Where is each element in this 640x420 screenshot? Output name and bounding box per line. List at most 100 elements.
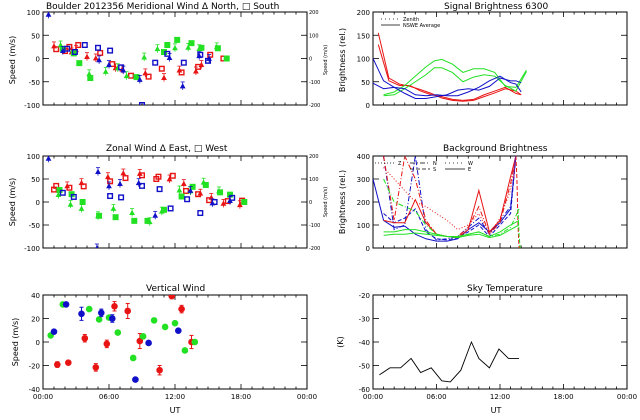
green-square-point — [164, 42, 171, 49]
green-point — [181, 347, 189, 354]
blue-square-point — [184, 196, 191, 203]
blue-square-point — [138, 101, 145, 105]
legend-label: W — [468, 161, 473, 167]
red-square-point — [155, 173, 162, 180]
green-square-point — [70, 50, 77, 57]
vertical-ytick-label: 0 — [36, 339, 40, 347]
red-2-line — [377, 44, 522, 101]
background-frame — [372, 155, 628, 249]
sky-ytick-label: -30 — [359, 316, 370, 324]
blue-square-point — [211, 198, 218, 205]
signal-ytick-label: 100 — [357, 56, 370, 64]
legend-label: Z — [398, 161, 402, 167]
red-square-point — [97, 49, 104, 56]
blue-square-point — [156, 186, 163, 193]
blue-square-point — [94, 44, 101, 51]
background-ytick-label: 300 — [357, 176, 370, 184]
red-square-point — [107, 178, 114, 185]
signal-plot-area — [373, 32, 527, 102]
meridional-plot-area — [45, 12, 230, 105]
zonal-ytick-label: 50 — [31, 176, 40, 184]
blue-point — [78, 310, 85, 318]
meridional-ytick-label: 100 — [27, 9, 40, 17]
green-W-line — [383, 178, 520, 238]
meridional-ytick-right-label: -100 — [309, 80, 320, 86]
red-square-point — [75, 42, 82, 49]
sky-xtick-label: 18:00 — [553, 393, 573, 401]
meridional-ylabel-right: Speed (m/s) — [323, 45, 329, 75]
blue-N-line — [383, 156, 517, 241]
blue-square-point — [107, 193, 114, 200]
vertical-plot-area — [47, 295, 199, 383]
sky-plot-area — [379, 340, 520, 383]
blue-square-point — [71, 48, 78, 55]
green-square-point — [214, 45, 221, 52]
zonal-ytick-label: 0 — [36, 199, 40, 207]
legend-label: Zenith — [403, 17, 419, 23]
red-S-line — [515, 156, 520, 248]
blue-square-point — [118, 194, 125, 201]
green-point — [171, 319, 179, 327]
red-point — [178, 305, 185, 313]
green-square-point — [241, 198, 248, 205]
zonal-panel: 100 200 50 100 0 0 -50 -100 -100 -200 — [24, 153, 320, 253]
red-square-point — [53, 182, 60, 189]
sky-xlabel: UT — [491, 406, 502, 415]
signal-ytick-label: 50 — [361, 79, 370, 87]
signal-ylabel: Brightness (rel.) — [338, 28, 347, 92]
meridional-ytick-label: -50 — [29, 79, 40, 87]
meridional-ytick-label: 0 — [36, 56, 40, 64]
vertical-ytick-label: -20 — [29, 363, 40, 371]
vertical-xtick-label: 00:00 — [297, 393, 317, 401]
legend-label: NSWE Average — [403, 23, 440, 29]
blue-S-line — [383, 156, 517, 241]
zonal-ylabel: Speed (m/s) — [8, 178, 17, 227]
blue-square-point — [70, 193, 77, 200]
meridional-panel: 100 200 50 100 0 0 -50 -100 -100 -200 — [24, 9, 320, 110]
red-point — [168, 295, 175, 300]
blue-point — [62, 301, 70, 308]
meridional-frame — [42, 11, 308, 106]
sky-xtick-label: 06:00 — [426, 393, 446, 401]
green-E-line — [383, 219, 520, 238]
vertical-ylabel: Speed (m/s) — [11, 318, 20, 367]
blue-square-point — [197, 51, 204, 58]
red-point — [136, 337, 144, 345]
sky-xtick-label: 12:00 — [490, 393, 510, 401]
green-square-point — [217, 189, 224, 196]
legend-label: S — [433, 167, 436, 173]
red-square-point — [80, 183, 87, 190]
green-square-point — [174, 36, 181, 43]
blue-square-point — [197, 210, 204, 217]
meridional-title: Boulder 2012356 Meridional Wind Δ North,… — [46, 2, 279, 12]
green-point — [150, 317, 158, 324]
zonal-ylabel-right: Speed (m/s) — [323, 187, 329, 217]
blue-2-line — [373, 77, 522, 99]
blue-point — [50, 328, 58, 335]
green-square-point — [133, 74, 140, 81]
meridional-ytick-label: -100 — [24, 102, 40, 110]
zonal-title: Zonal Wind Δ East, □ West — [106, 144, 228, 154]
signal-title: Signal Brightness 6300 — [444, 2, 548, 12]
vertical-xlabel: UT — [170, 406, 181, 415]
background-plot-area — [373, 156, 521, 248]
meridional-ytick-right-label: 0 — [309, 57, 312, 63]
blue-point — [145, 339, 152, 347]
red-square-point — [127, 72, 134, 79]
blue-point — [175, 327, 182, 335]
red-point — [156, 366, 163, 374]
green-point — [129, 354, 137, 362]
zonal-ytick-label: 100 — [27, 153, 40, 161]
meridional-ytick-right-label: -200 — [309, 103, 320, 109]
green-square-point — [188, 40, 195, 47]
sky-temp-line — [379, 340, 520, 383]
sky-ytick-label: -40 — [359, 339, 370, 347]
background-panel: 400 300 200 100 0 Z NS WE — [357, 153, 628, 253]
green-square-point — [160, 206, 167, 213]
blue-square-point — [152, 59, 159, 66]
meridional-ytick-label: 50 — [31, 32, 40, 40]
signal-ytick-label: 200 — [357, 9, 370, 17]
blue-square-point — [81, 42, 88, 49]
